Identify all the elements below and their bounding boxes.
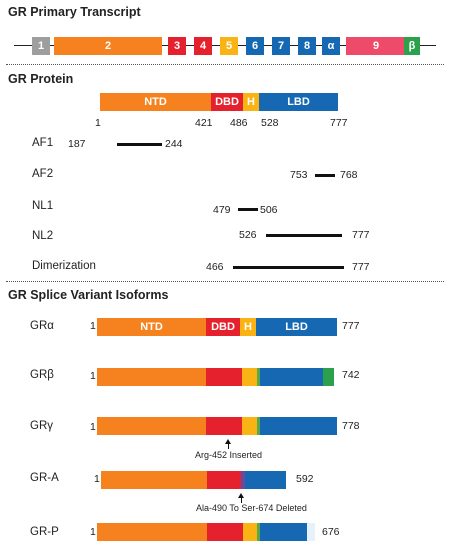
gralpha-lbd: LBD bbox=[256, 318, 337, 336]
grp-h bbox=[243, 523, 257, 541]
pos-528: 528 bbox=[261, 117, 279, 129]
divider-2 bbox=[6, 281, 444, 282]
exon-6: 6 bbox=[246, 37, 264, 55]
isoform-grgamma-start: 1 bbox=[90, 421, 96, 433]
region-nl2-label: NL2 bbox=[32, 230, 54, 242]
grbeta-dbd bbox=[206, 368, 242, 386]
region-af1-bar bbox=[117, 143, 162, 146]
exon-8: 8 bbox=[298, 37, 316, 55]
isoform-grgamma-name: GRγ bbox=[30, 420, 53, 432]
exon-beta: β bbox=[404, 37, 420, 55]
grbeta-hinge-green bbox=[257, 368, 260, 386]
exon-1: 1 bbox=[32, 37, 50, 55]
grbeta-beta-tail bbox=[323, 368, 334, 386]
region-nl1-bar bbox=[238, 208, 258, 211]
gra-ntd bbox=[101, 471, 207, 489]
isoform-gralpha-name: GRα bbox=[30, 320, 54, 332]
grbeta-ntd bbox=[97, 368, 206, 386]
divider-1 bbox=[6, 64, 444, 65]
region-dimerization-bar bbox=[233, 266, 344, 269]
region-nl1-start: 479 bbox=[213, 204, 231, 216]
isoform-grp-end: 676 bbox=[322, 526, 340, 538]
isoform-grp-bar bbox=[97, 523, 315, 541]
isoform-gra-bar bbox=[101, 471, 286, 489]
domain-dbd: DBD bbox=[211, 93, 243, 111]
isoform-gralpha-start: 1 bbox=[90, 320, 96, 332]
region-nl1-label: NL1 bbox=[32, 200, 54, 212]
isoform-grbeta-name: GRβ bbox=[30, 369, 54, 381]
exon-2: 2 bbox=[54, 37, 162, 55]
domain-ntd: NTD bbox=[100, 93, 211, 111]
exon-4: 4 bbox=[194, 37, 212, 55]
exon-9: 9 bbox=[346, 37, 406, 55]
exon-5: 5 bbox=[220, 37, 238, 55]
isoform-gra-start: 1 bbox=[94, 473, 100, 485]
isoform-gralpha-bar: NTD DBD H LBD bbox=[97, 318, 337, 336]
region-af2-label: AF2 bbox=[32, 168, 54, 180]
grp-ntd bbox=[97, 523, 207, 541]
region-af2-end: 768 bbox=[340, 169, 358, 181]
grgamma-lbd bbox=[260, 417, 337, 435]
region-nl1-end: 506 bbox=[260, 204, 278, 216]
domain-lbd: LBD bbox=[259, 93, 338, 111]
grgamma-dbd bbox=[206, 417, 242, 435]
isoform-gra-end: 592 bbox=[296, 473, 314, 485]
grgamma-ntd bbox=[97, 417, 206, 435]
gra-note: Ala-490 To Ser-674 Deleted bbox=[196, 503, 307, 513]
grp-hinge-green bbox=[257, 523, 260, 541]
gra-arrow-up-icon bbox=[238, 493, 244, 498]
gralpha-ntd: NTD bbox=[97, 318, 206, 336]
transcript-title: GR Primary Transcript bbox=[8, 5, 141, 19]
pos-421: 421 bbox=[195, 117, 213, 129]
isoform-grgamma-bar bbox=[97, 417, 337, 435]
exon-track: 1 2 3 4 5 6 7 8 α 9 β bbox=[22, 37, 420, 55]
exon-7: 7 bbox=[272, 37, 290, 55]
grgamma-note: Arg-452 Inserted bbox=[195, 450, 263, 460]
gralpha-h: H bbox=[240, 318, 256, 336]
grgamma-arrow-up-icon bbox=[225, 439, 231, 444]
exon-alpha: α bbox=[322, 37, 340, 55]
region-dimerization-end: 777 bbox=[352, 261, 370, 273]
domain-h: H bbox=[243, 93, 259, 111]
gra-dbd bbox=[207, 471, 241, 489]
isoform-gra-name: GR-A bbox=[30, 472, 59, 484]
region-dimerization-label: Dimerization bbox=[32, 260, 96, 272]
isoform-grbeta-end: 742 bbox=[342, 369, 360, 381]
region-nl2-bar bbox=[266, 234, 342, 237]
grgamma-hinge-green bbox=[257, 417, 260, 435]
isoform-gralpha-end: 777 bbox=[342, 320, 360, 332]
region-af1-end: 244 bbox=[165, 138, 183, 150]
exon-3: 3 bbox=[168, 37, 186, 55]
gralpha-dbd: DBD bbox=[206, 318, 240, 336]
gra-junction bbox=[241, 471, 245, 489]
gra-arrow-stem bbox=[241, 497, 242, 503]
grp-tail bbox=[307, 523, 315, 541]
region-af1-start: 187 bbox=[68, 138, 86, 150]
region-nl2-start: 526 bbox=[239, 229, 257, 241]
pos-1: 1 bbox=[95, 117, 101, 129]
region-af2-bar bbox=[315, 174, 335, 177]
region-af1-label: AF1 bbox=[32, 137, 54, 149]
isoform-grp-name: GR-P bbox=[30, 526, 59, 538]
region-nl2-end: 777 bbox=[352, 229, 370, 241]
grgamma-h bbox=[242, 417, 257, 435]
isoform-grp-start: 1 bbox=[90, 526, 96, 538]
isoform-grbeta-start: 1 bbox=[90, 370, 96, 382]
grgamma-arrow-stem bbox=[228, 443, 229, 449]
pos-486: 486 bbox=[230, 117, 248, 129]
gra-lbd bbox=[245, 471, 286, 489]
grbeta-h bbox=[242, 368, 257, 386]
isoform-grgamma-end: 778 bbox=[342, 420, 360, 432]
protein-bar: NTD DBD H LBD bbox=[100, 93, 338, 111]
grbeta-lbd bbox=[260, 368, 323, 386]
grp-lbd bbox=[260, 523, 307, 541]
isoform-grbeta-bar bbox=[97, 368, 334, 386]
protein-title: GR Protein bbox=[8, 72, 74, 86]
region-af2-start: 753 bbox=[290, 169, 308, 181]
grp-dbd bbox=[207, 523, 243, 541]
isoforms-title: GR Splice Variant Isoforms bbox=[8, 288, 169, 302]
pos-777: 777 bbox=[330, 117, 348, 129]
region-dimerization-start: 466 bbox=[206, 261, 224, 273]
